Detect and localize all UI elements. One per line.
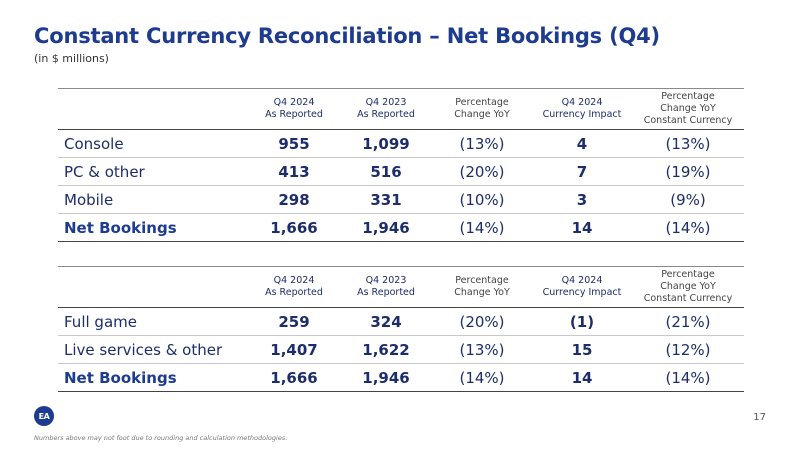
net-bookings-by-platform-table: Q4 2024 As Reported Q4 2023 As Reported Pe… [58, 88, 744, 242]
header-line: Percentage [455, 97, 509, 108]
net-bookings-by-composition-table: Q4 2024 As Reported Q4 2023 As Reported Pe… [58, 266, 744, 392]
cell-pct-change: (10%) [432, 185, 532, 214]
header-line: Q4 2024 [561, 97, 603, 108]
table-total-row: Net Bookings 1,666 1,946 (14%) 14 (14%) [58, 363, 744, 392]
table-row: Live services & other 1,407 1,622 (13%) … [58, 335, 744, 364]
cell-pct-constant: (14%) [632, 363, 744, 392]
table-row: PC & other 413 516 (20%) 7 (19%) [58, 157, 744, 186]
row-label: Net Bookings [58, 213, 248, 242]
row-label: Console [58, 129, 248, 158]
header-line: Q4 2024 [273, 275, 315, 286]
header-line: As Reported [265, 109, 323, 120]
header-q4-2023-reported: Q4 2023 As Reported [340, 89, 432, 130]
header-line: Change YoY [454, 109, 510, 120]
cell-q4-2024: 259 [248, 307, 340, 336]
header-empty [58, 89, 248, 130]
header-line: Change YoY [660, 281, 716, 292]
cell-pct-constant: (9%) [632, 185, 744, 214]
cell-pct-change: (20%) [432, 307, 532, 336]
header-line: As Reported [357, 287, 415, 298]
cell-pct-constant: (14%) [632, 213, 744, 242]
cell-currency-impact: 7 [532, 157, 632, 186]
cell-currency-impact: (1) [532, 307, 632, 336]
header-currency-impact: Q4 2024 Currency Impact [532, 267, 632, 308]
cell-pct-constant: (12%) [632, 335, 744, 364]
row-label: Mobile [58, 185, 248, 214]
header-q4-2024-reported: Q4 2024 As Reported [248, 267, 340, 308]
cell-pct-change: (13%) [432, 129, 532, 158]
cell-pct-change: (14%) [432, 363, 532, 392]
cell-q4-2023: 1,099 [340, 129, 432, 158]
header-q4-2023-reported: Q4 2023 As Reported [340, 267, 432, 308]
header-line: Percentage [661, 269, 715, 280]
header-line: Change YoY [660, 103, 716, 114]
header-line: Constant Currency [643, 293, 733, 304]
table-header-row: Q4 2024 As Reported Q4 2023 As Reported Pe… [58, 88, 744, 130]
table-row: Console 955 1,099 (13%) 4 (13%) [58, 129, 744, 158]
table-total-row: Net Bookings 1,666 1,946 (14%) 14 (14%) [58, 213, 744, 242]
cell-pct-change: (14%) [432, 213, 532, 242]
cell-pct-change: (20%) [432, 157, 532, 186]
cell-currency-impact: 15 [532, 335, 632, 364]
page-subtitle: (in $ millions) [34, 52, 109, 65]
header-line: Constant Currency [643, 115, 733, 126]
cell-currency-impact: 4 [532, 129, 632, 158]
cell-q4-2023: 1,622 [340, 335, 432, 364]
header-pct-change-constant: Percentage Change YoY Constant Currency [632, 89, 744, 130]
header-line: Currency Impact [542, 109, 622, 120]
cell-pct-constant: (19%) [632, 157, 744, 186]
row-label: Net Bookings [58, 363, 248, 392]
cell-q4-2023: 516 [340, 157, 432, 186]
cell-q4-2024: 955 [248, 129, 340, 158]
cell-pct-constant: (13%) [632, 129, 744, 158]
cell-q4-2023: 1,946 [340, 363, 432, 392]
header-pct-change-constant: Percentage Change YoY Constant Currency [632, 267, 744, 308]
cell-currency-impact: 14 [532, 363, 632, 392]
cell-q4-2024: 1,666 [248, 363, 340, 392]
page-title: Constant Currency Reconciliation – Net B… [34, 24, 660, 48]
cell-pct-constant: (21%) [632, 307, 744, 336]
header-line: Change YoY [454, 287, 510, 298]
header-empty [58, 267, 248, 308]
header-pct-change: Percentage Change YoY [432, 89, 532, 130]
header-line: As Reported [357, 109, 415, 120]
cell-q4-2024: 298 [248, 185, 340, 214]
cell-q4-2024: 413 [248, 157, 340, 186]
header-line: As Reported [265, 287, 323, 298]
header-line: Currency Impact [542, 287, 622, 298]
header-q4-2024-reported: Q4 2024 As Reported [248, 89, 340, 130]
cell-currency-impact: 3 [532, 185, 632, 214]
row-label: Full game [58, 307, 248, 336]
cell-currency-impact: 14 [532, 213, 632, 242]
table-header-row: Q4 2024 As Reported Q4 2023 As Reported Pe… [58, 266, 744, 308]
ea-logo: EA [34, 406, 54, 426]
cell-pct-change: (13%) [432, 335, 532, 364]
header-line: Q4 2024 [561, 275, 603, 286]
cell-q4-2023: 331 [340, 185, 432, 214]
table-row: Full game 259 324 (20%) (1) (21%) [58, 307, 744, 336]
cell-q4-2023: 1,946 [340, 213, 432, 242]
table-row: Mobile 298 331 (10%) 3 (9%) [58, 185, 744, 214]
cell-q4-2023: 324 [340, 307, 432, 336]
header-line: Percentage [455, 275, 509, 286]
cell-q4-2024: 1,666 [248, 213, 340, 242]
row-label: PC & other [58, 157, 248, 186]
cell-q4-2024: 1,407 [248, 335, 340, 364]
header-line: Q4 2023 [365, 97, 407, 108]
header-line: Q4 2023 [365, 275, 407, 286]
header-line: Percentage [661, 91, 715, 102]
header-currency-impact: Q4 2024 Currency Impact [532, 89, 632, 130]
row-label: Live services & other [58, 335, 248, 364]
footnote: Numbers above may not foot due to roundi… [34, 434, 288, 442]
page-number: 17 [753, 412, 766, 423]
header-pct-change: Percentage Change YoY [432, 267, 532, 308]
header-line: Q4 2024 [273, 97, 315, 108]
